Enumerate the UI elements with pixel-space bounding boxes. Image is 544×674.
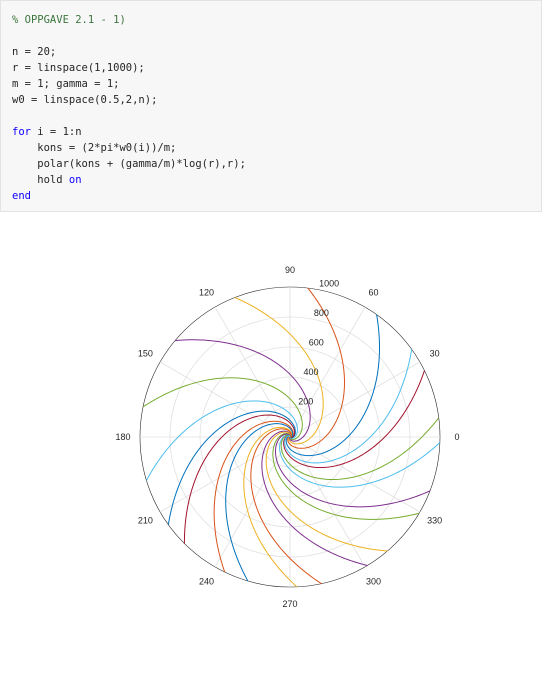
polar-plot-svg: 0 30 60 90 120 150 180 210 240 270 300 330 200 400 600… <box>115 265 459 609</box>
grid-spoke <box>289 436 421 513</box>
grid-spoke <box>289 306 366 438</box>
code-line: end <box>12 188 31 204</box>
code-text: m = 1; gamma = 1; <box>12 78 120 90</box>
spiral-curve <box>285 314 380 457</box>
code-line: n = 20; <box>12 44 56 60</box>
angle-tick-label: 240 <box>199 577 214 587</box>
spiral-curve <box>142 377 303 441</box>
polar-plot: 0 30 60 90 120 150 180 210 240 270 300 330 200 400 600… <box>0 212 544 674</box>
spiral-curve <box>284 349 413 464</box>
radius-tick-label: 1000 <box>319 278 339 288</box>
spiral-curve <box>287 287 346 449</box>
angle-tick-label: 330 <box>427 516 442 526</box>
code-line: hold on <box>12 172 82 188</box>
code-keyword: end <box>12 190 31 202</box>
code-text: r = linspace(1,1000); <box>12 62 145 74</box>
code-line: w0 = linspace(0.5,2,n); <box>12 92 157 108</box>
spiral-curve <box>213 420 294 573</box>
code-text: w0 = linspace(0.5,2,n); <box>12 94 158 106</box>
grid-spoke <box>214 306 291 438</box>
spiral-curve <box>275 433 431 508</box>
angle-tick-label: 210 <box>138 516 153 526</box>
spiral-curve <box>272 432 420 520</box>
spiral-curve <box>280 417 440 481</box>
spiral-curve <box>145 400 298 481</box>
radius-tick-label: 800 <box>314 308 329 318</box>
grid-spoke <box>214 436 291 568</box>
code-line: r = linspace(1,1000); <box>12 60 145 76</box>
code-comment: % OPPGAVE 2.1 - 1) <box>12 14 126 26</box>
spiral-curve <box>167 410 296 525</box>
angle-tick-label: 90 <box>285 265 295 275</box>
spiral-curve <box>283 370 425 469</box>
spiral-curve <box>250 428 322 585</box>
code-text: hold <box>12 174 69 186</box>
code-line: kons = (2*pi*w0(i))/m; <box>12 140 176 156</box>
angle-tick-label: 300 <box>366 577 381 587</box>
grid-spoke <box>159 361 291 438</box>
spiral-curve <box>183 414 296 544</box>
code-keyword: on <box>68 174 82 186</box>
angle-tick-label: 60 <box>368 287 378 297</box>
angle-tick-label: 270 <box>282 599 297 609</box>
grid-spoke <box>289 361 421 438</box>
spiral-curve <box>279 434 441 488</box>
code-text: polar(kons + (gamma/m)*log(r),r); <box>12 158 246 170</box>
spiral-curve <box>225 423 294 582</box>
code-text: i = 1:n <box>30 126 82 138</box>
spiral-curve <box>175 339 311 442</box>
radius-tick-label: 600 <box>309 338 324 348</box>
code-line: polar(kons + (gamma/m)*log(r),r); <box>12 156 246 172</box>
spiral-curve <box>265 431 388 552</box>
radius-tick-label: 400 <box>304 367 319 377</box>
spiral-curve <box>234 297 324 445</box>
grid-spoke <box>289 436 366 568</box>
spiral-curve <box>261 430 368 566</box>
angle-tick-label: 0 <box>454 432 459 442</box>
code-text: kons = (2*pi*w0(i))/m; <box>12 142 177 154</box>
code-block: % OPPGAVE 2.1 - 1) n = 20; r = linspace(1,… <box>0 0 542 212</box>
radius-tick-label: 200 <box>298 397 313 407</box>
angle-tick-label: 150 <box>138 349 153 359</box>
code-line: m = 1; gamma = 1; <box>12 76 119 92</box>
code-keyword: for <box>12 126 31 138</box>
angle-tick-label: 120 <box>199 287 214 297</box>
angle-tick-label: 30 <box>430 349 440 359</box>
spiral-curve <box>243 426 298 588</box>
angle-tick-label: 180 <box>115 432 130 442</box>
code-line: % OPPGAVE 2.1 - 1) <box>12 12 126 28</box>
grid-spoke <box>159 436 291 513</box>
code-line: for i = 1:n <box>12 124 82 140</box>
code-text: n = 20; <box>12 46 57 58</box>
